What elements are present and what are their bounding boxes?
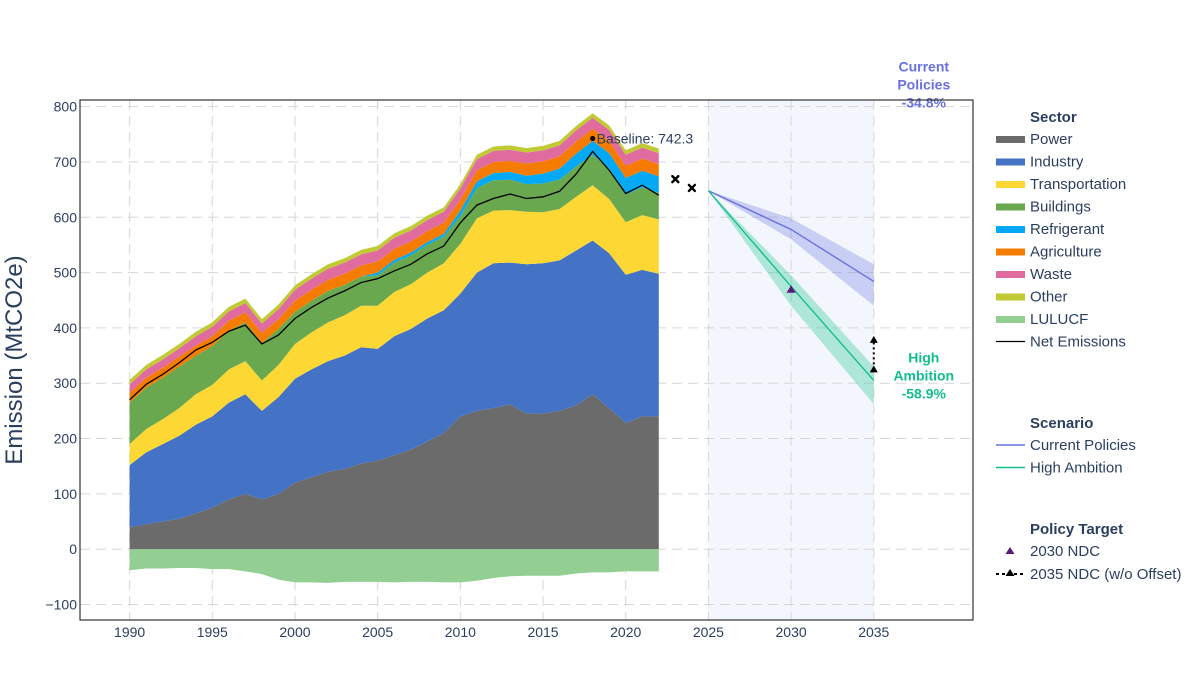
- y-tick-label: 200: [54, 431, 78, 447]
- x-tick-label: 1990: [114, 624, 145, 640]
- area-buildings: [129, 154, 659, 445]
- legend-sector-title: Sector: [1030, 109, 1077, 126]
- ndc-2030-marker: [786, 285, 796, 293]
- legend-item: Net Emissions: [1030, 334, 1126, 351]
- legend-swatch: [996, 271, 1025, 278]
- scenario-line-0: [708, 190, 875, 283]
- legend-swatch: [996, 158, 1025, 166]
- legend-swatch: [996, 248, 1025, 256]
- area-transportation: [129, 185, 659, 466]
- baseline-label: Baseline: 742.3: [597, 131, 694, 147]
- area-lulucf: [129, 549, 659, 583]
- plot-frame: [79, 99, 974, 621]
- legend-item: 2035 NDC (w/o Offset): [1030, 566, 1181, 583]
- legend-swatch: [996, 293, 1025, 301]
- legend-item: 2030 NDC: [1030, 543, 1100, 560]
- scenario-band-1: [708, 190, 874, 405]
- scenario-annotation: Current: [898, 58, 949, 74]
- scenario-annotation: Policies: [897, 76, 950, 92]
- x-tick-label: 2015: [527, 624, 558, 640]
- scenario-annotation: Ambition: [893, 367, 954, 383]
- scenario-annotation: High: [908, 349, 939, 365]
- legend-swatch: [996, 136, 1025, 143]
- ndc-2035-marker: [869, 365, 878, 373]
- legend-item: Buildings: [1030, 199, 1091, 216]
- legend-item: Waste: [1030, 266, 1072, 283]
- x-tick-label: 2020: [610, 624, 641, 640]
- legend-item: Transportation: [1030, 176, 1126, 193]
- legend-swatch: [996, 226, 1025, 233]
- x-tick-label: 1995: [197, 624, 228, 640]
- legend-item: LULUCF: [1030, 311, 1088, 328]
- area-industry: [129, 240, 659, 528]
- x-tick-label: 2035: [858, 624, 889, 640]
- x-tick-label: 2000: [279, 624, 310, 640]
- estimate-marker: [687, 183, 697, 193]
- legend-item: Agriculture: [1030, 244, 1102, 261]
- y-axis-title: Emission (MtCO2e): [1, 255, 28, 464]
- legend-swatch: [996, 203, 1025, 211]
- area-waste: [129, 117, 659, 393]
- legend-scenario-title: Scenario: [1030, 415, 1093, 432]
- legend-item: High Ambition: [1030, 460, 1123, 477]
- y-tick-label: 800: [54, 99, 78, 115]
- legend-item: Power: [1030, 131, 1073, 148]
- y-tick-label: 300: [54, 375, 78, 391]
- x-tick-label: 2010: [445, 624, 476, 640]
- legend-item: Other: [1030, 289, 1068, 306]
- legend-ndc-2035-icon: [1005, 569, 1015, 576]
- x-tick-label: 2030: [776, 624, 807, 640]
- legend-item: Refrigerant: [1030, 221, 1105, 238]
- net-emissions-line: [129, 150, 660, 401]
- legend-ndc-2030-icon: [1005, 547, 1015, 554]
- y-tick-label: 400: [54, 320, 78, 336]
- y-tick-label: 100: [54, 486, 78, 502]
- scenario-annotation: -34.8%: [902, 94, 947, 110]
- legend-swatch: [996, 316, 1025, 323]
- y-tick-label: 700: [54, 154, 78, 170]
- y-tick-label: −100: [45, 597, 77, 613]
- legend-policy-title: Policy Target: [1030, 521, 1123, 538]
- scenario-annotation: -58.9%: [902, 385, 947, 401]
- area-power: [129, 394, 659, 550]
- x-tick-label: 2005: [362, 624, 393, 640]
- ndc-2035-arrow-head: [869, 335, 878, 343]
- y-tick-label: 600: [54, 209, 78, 225]
- legend-item: Current Policies: [1030, 437, 1136, 454]
- legend-item: Industry: [1030, 154, 1084, 171]
- plot-area: Baseline: 742.3 Current Policies -34.8% High…: [45, 58, 974, 640]
- x-tick-label: 2025: [693, 624, 724, 640]
- area-agriculture: [129, 128, 659, 403]
- estimate-marker: [671, 174, 680, 184]
- legend-swatch: [996, 181, 1025, 188]
- scenario-band-0: [708, 190, 874, 306]
- baseline-point: [590, 136, 596, 142]
- y-tick-label: 500: [54, 265, 78, 281]
- y-tick-label: 0: [69, 541, 77, 557]
- legend: Sector Power Industry Transportation Buildin…: [996, 109, 1181, 583]
